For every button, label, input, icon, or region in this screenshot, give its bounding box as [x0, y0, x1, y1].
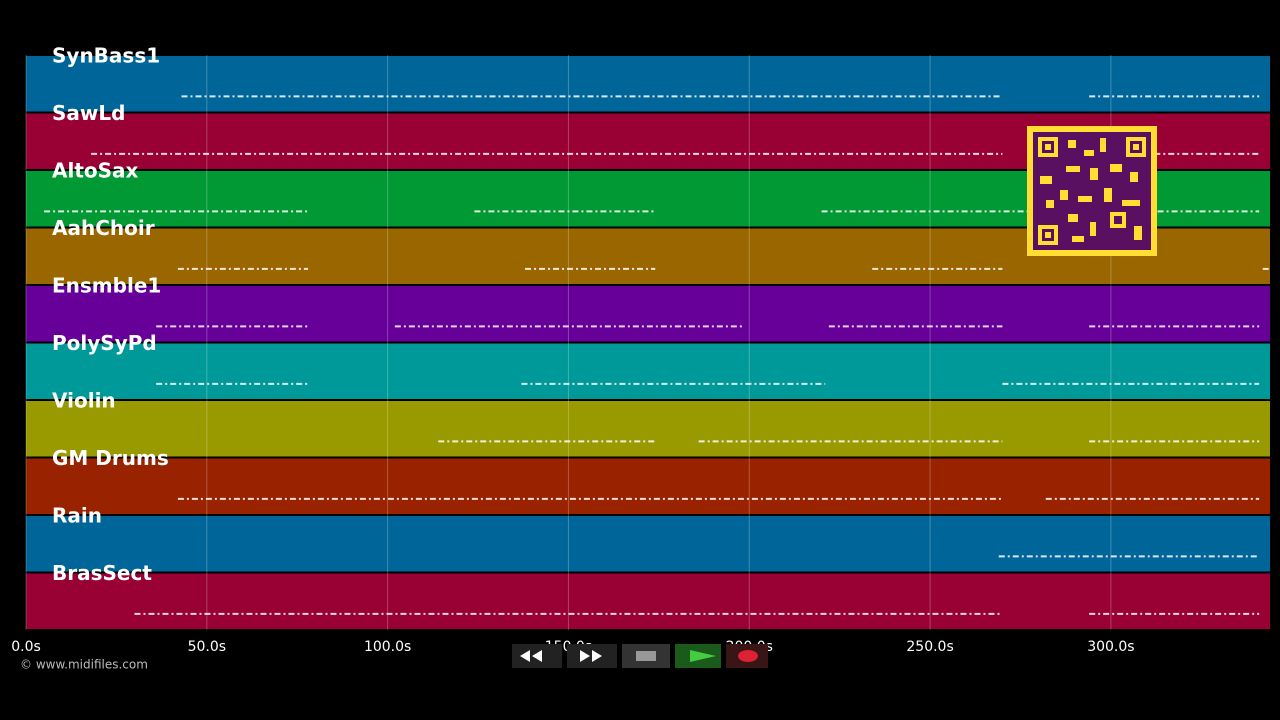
track-row	[26, 516, 1270, 572]
x-tick-label: 250.0s	[906, 639, 953, 655]
track-name: BrasSect	[52, 561, 152, 585]
copyright: © www.midifiles.com	[20, 658, 148, 672]
track-row	[26, 401, 1270, 457]
stop-button[interactable]	[622, 644, 670, 668]
track-name: Violin	[52, 389, 116, 413]
track-row	[26, 56, 1270, 112]
record-button[interactable]	[726, 644, 768, 668]
forward-button[interactable]	[567, 644, 617, 668]
track-name: SawLd	[52, 101, 125, 125]
track-row	[26, 286, 1270, 342]
track-name: AltoSax	[52, 159, 139, 183]
qr-code	[1027, 126, 1157, 256]
track-row	[26, 458, 1270, 514]
x-tick-label: 100.0s	[364, 639, 411, 655]
track-name: SynBass1	[52, 44, 160, 68]
track-name: Ensmble1	[52, 274, 161, 298]
x-tick-label: 0.0s	[11, 639, 41, 655]
track-row	[26, 573, 1270, 629]
x-tick-label: 50.0s	[188, 639, 226, 655]
track-name: GM Drums	[52, 446, 169, 470]
play-button[interactable]	[675, 644, 721, 668]
track-name: Rain	[52, 504, 102, 528]
track-row	[26, 343, 1270, 399]
track-name: PolySyPd	[52, 331, 157, 355]
track-name: AahChoir	[52, 216, 155, 240]
x-tick-label: 300.0s	[1087, 639, 1134, 655]
transport-controls	[512, 644, 768, 668]
rewind-button[interactable]	[512, 644, 562, 668]
